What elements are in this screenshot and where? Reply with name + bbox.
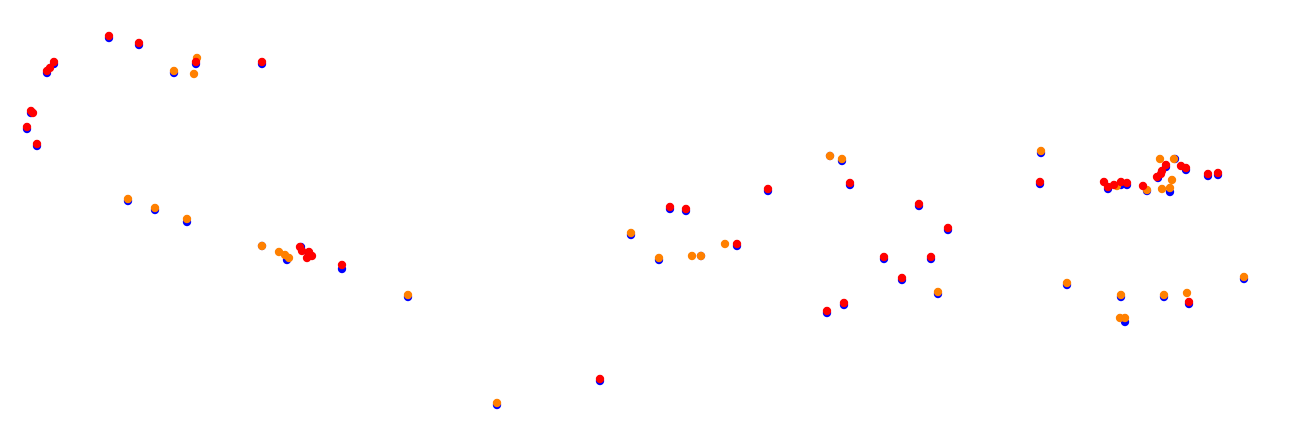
scatter-point — [595, 374, 605, 384]
scatter-point — [1156, 169, 1166, 179]
scatter-point — [191, 57, 201, 67]
scatter-point — [943, 223, 953, 233]
scatter-point — [189, 69, 199, 79]
scatter-point — [337, 260, 347, 270]
scatter-point — [403, 290, 413, 300]
scatter-point — [104, 31, 114, 41]
scatter-point — [696, 251, 706, 261]
scatter-point — [1036, 146, 1046, 156]
scatter-point — [1159, 290, 1169, 300]
scatter-point — [665, 202, 675, 212]
scatter-point — [1062, 278, 1072, 288]
scatter-point — [897, 273, 907, 283]
scatter-point — [681, 204, 691, 214]
scatter-point — [150, 203, 160, 213]
scatter-point — [1203, 169, 1213, 179]
scatter-point — [297, 246, 307, 256]
scatter-point — [45, 63, 55, 73]
scatter-point — [914, 199, 924, 209]
scatter-point — [1161, 160, 1171, 170]
scatter-point — [1120, 313, 1130, 323]
scatter-point — [492, 398, 502, 408]
scatter-point — [22, 122, 32, 132]
scatter-point — [1184, 297, 1194, 307]
scatter-point — [1239, 272, 1249, 282]
scatter-point — [1167, 175, 1177, 185]
scatter-point — [1035, 177, 1045, 187]
scatter-point — [182, 214, 192, 224]
scatter-point — [825, 151, 835, 161]
scatter-point — [1165, 183, 1175, 193]
scatter-point — [732, 239, 742, 249]
scatter-point — [1181, 163, 1191, 173]
scatter-point — [626, 228, 636, 238]
scatter-point — [933, 287, 943, 297]
scatter-point — [1122, 178, 1132, 188]
scatter-point — [1157, 184, 1167, 194]
scatter-point — [257, 57, 267, 67]
scatter-point — [837, 154, 847, 164]
scatter-point — [257, 241, 267, 251]
scatter-point — [654, 253, 664, 263]
scatter-point — [302, 253, 312, 263]
scatter-point — [822, 306, 832, 316]
scatter-point — [926, 252, 936, 262]
scatter-point — [28, 108, 38, 118]
scatter-point — [1155, 154, 1165, 164]
scatter-point — [49, 57, 59, 67]
scatter-point — [839, 298, 849, 308]
scatter-point — [169, 66, 179, 76]
scatter-point — [845, 178, 855, 188]
scatter-point — [687, 251, 697, 261]
scatter-point — [123, 194, 133, 204]
scatter-point — [1138, 181, 1148, 191]
scatter-point — [879, 252, 889, 262]
scatter-point — [1109, 180, 1119, 190]
scatter-point — [1116, 290, 1126, 300]
scatter-point — [720, 239, 730, 249]
scatter-point — [284, 253, 294, 263]
scatter-point — [763, 184, 773, 194]
scatter-point — [1213, 168, 1223, 178]
scatter-point — [32, 139, 42, 149]
scatter-point — [1169, 154, 1179, 164]
scatter-point — [1182, 288, 1192, 298]
scatter-point — [134, 38, 144, 48]
